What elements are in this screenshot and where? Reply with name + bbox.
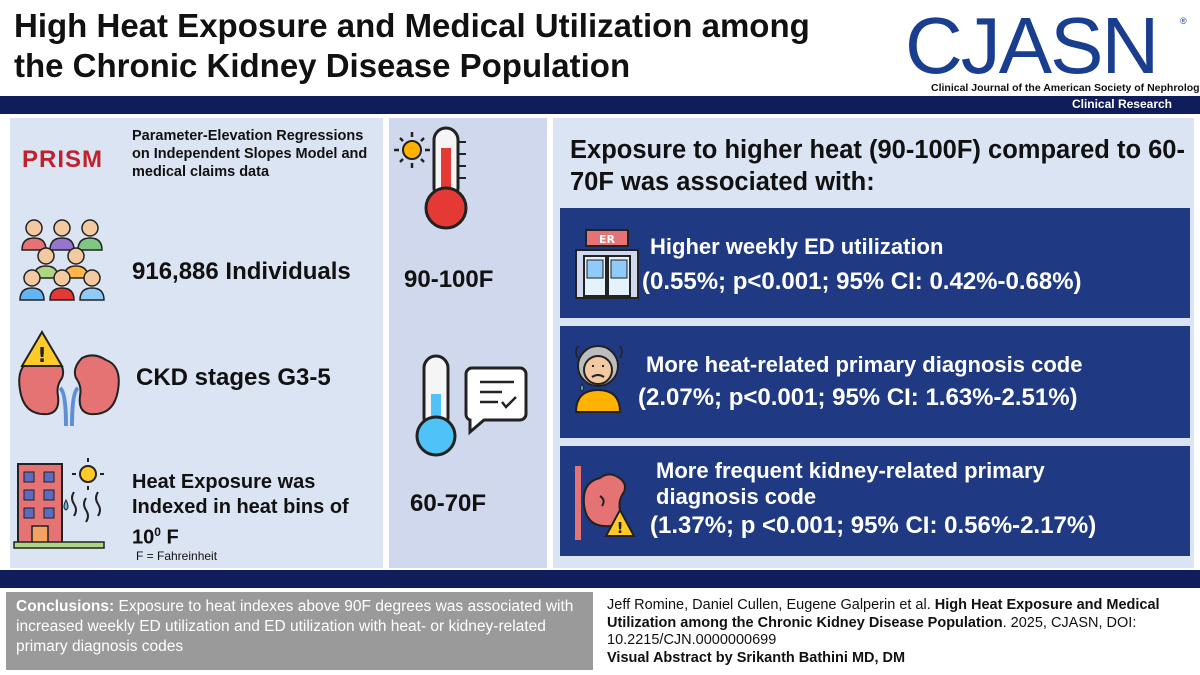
- conclusions-text: Conclusions: Exposure to heat indexes ab…: [16, 597, 586, 657]
- result-2-value: (2.07%; p<0.001; 95% CI: 1.63%-2.51%): [638, 384, 1078, 411]
- citation-authors: Jeff Romine, Daniel Cullen, Eugene Galpe…: [607, 597, 935, 613]
- logo-text: CJASN: [905, 1, 1159, 90]
- emergency-room-icon: ER: [575, 229, 639, 299]
- conclusions-box: Conclusions: Exposure to heat indexes ab…: [6, 592, 593, 670]
- conclusions-label: Conclusions:: [16, 598, 115, 615]
- top-bar: Clinical Research: [0, 96, 1200, 114]
- citation: Jeff Romine, Daniel Cullen, Eugene Galpe…: [607, 597, 1197, 667]
- citation-details: . 2025, CJASN, DOI: 10.2215/CJN.00000006…: [607, 614, 1137, 649]
- cjasn-logo: CJASN ® Clinical Journal of the American…: [905, 1, 1200, 95]
- hot-thermometer-icon: [394, 126, 468, 230]
- bottom-bar: [0, 570, 1200, 588]
- journal-name: Clinical Journal of the American Society…: [931, 82, 1200, 94]
- title-line-1: High Heat Exposure and Medical Utilizati…: [14, 7, 810, 44]
- section-label: Clinical Research: [1071, 97, 1172, 111]
- conclusions-body: Exposure to heat indexes above 90F degre…: [16, 598, 574, 655]
- kidney-alert-icon: !: [575, 466, 636, 540]
- visual-abstract-credit: Visual Abstract by Srikanth Bathini MD, …: [607, 649, 906, 666]
- title-line-2: the Chronic Kidney Disease Population: [14, 47, 631, 84]
- sweating-person-icon: [574, 345, 623, 413]
- heat-exposure-unit: F: [160, 526, 179, 549]
- result-box-ed-utilization: ER Higher weekly ED utilization (0.55%; …: [560, 208, 1190, 318]
- result-3-value: (1.37%; p <0.001; 95% CI: 0.56%-2.17%): [650, 512, 1097, 539]
- results-heading: Exposure to higher heat (90-100F) compar…: [570, 136, 1185, 196]
- kidney-warning-icon: !: [18, 330, 120, 427]
- result-box-kidney-diagnosis: ! More frequent kidney-related primary d…: [560, 446, 1190, 556]
- logo-registered-mark: ®: [1180, 16, 1187, 26]
- individuals-count: 916,886 Individuals: [132, 258, 351, 285]
- heat-exposure-text: Heat Exposure was Indexed in heat bins o…: [132, 470, 372, 551]
- result-3-title: More frequent kidney-related primary dia…: [656, 458, 1045, 509]
- low-temperature-bin: 60-70F: [410, 490, 487, 517]
- people-icon: [19, 219, 105, 301]
- high-temperature-bin: 90-100F: [404, 266, 494, 293]
- fahrenheit-definition: F = Fahreinheit: [136, 549, 218, 563]
- building-sun-icon: [13, 458, 105, 549]
- ckd-stages: CKD stages G3-5: [136, 364, 331, 391]
- prism-description: Parameter-Elevation Regressions on Indep…: [132, 128, 368, 180]
- heat-exposure-main: Heat Exposure was Indexed in heat bins o…: [132, 471, 349, 549]
- heat-exposure-superscript: 0: [154, 525, 161, 539]
- er-sign-text: ER: [599, 233, 616, 246]
- result-2-title: More heat-related primary diagnosis code: [646, 352, 1083, 377]
- page-title: High Heat Exposure and Medical Utilizati…: [14, 6, 884, 86]
- cold-thermometer-report-icon: [415, 354, 528, 457]
- result-1-value: (0.55%; p<0.001; 95% CI: 0.42%-0.68%): [642, 268, 1082, 295]
- result-1-title: Higher weekly ED utilization: [650, 234, 944, 259]
- svg-text:!: !: [37, 343, 46, 367]
- svg-text:!: !: [617, 519, 624, 537]
- prism-label: PRISM: [22, 146, 104, 173]
- middle-panel: [389, 118, 547, 568]
- citation-paper-title: High Heat Exposure and Medical Utilizati…: [607, 597, 1160, 631]
- result-box-heat-diagnosis: More heat-related primary diagnosis code…: [560, 326, 1190, 438]
- left-panel: [10, 118, 383, 568]
